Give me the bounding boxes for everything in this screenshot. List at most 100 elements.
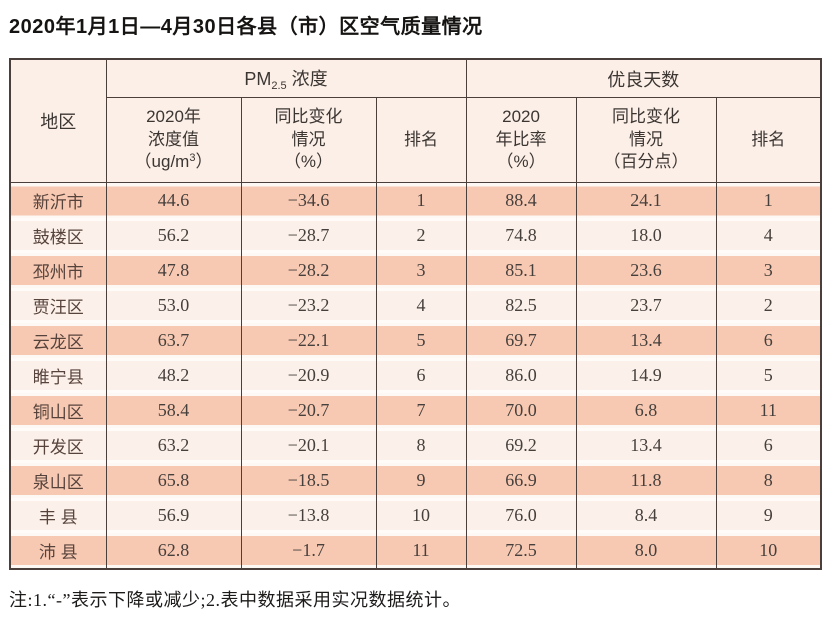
header-gd-change-line3: （百分点） bbox=[603, 152, 689, 172]
cell-gd_ratio: 69.2 bbox=[465, 428, 577, 463]
cell-region: 沛 县 bbox=[9, 533, 107, 569]
header-pm25-group: PM2.5 浓度 bbox=[105, 58, 467, 98]
cell-pm_change: −23.2 bbox=[240, 288, 377, 323]
cell-pm_rank: 10 bbox=[375, 498, 467, 533]
cell-gd_ratio: 85.1 bbox=[465, 253, 577, 288]
cell-gd_change: 13.4 bbox=[575, 428, 717, 463]
header-gd-change-line1: 同比变化 bbox=[612, 106, 681, 126]
header-pm-change-line1: 同比变化 bbox=[274, 106, 343, 126]
cell-gd_ratio: 74.8 bbox=[465, 218, 577, 253]
table-row: 贾汪区 53.0 −23.2 4 82.5 23.7 2 bbox=[9, 288, 822, 323]
cell-gd_ratio: 69.7 bbox=[465, 323, 577, 358]
header-pm-rank: 排名 bbox=[375, 97, 467, 183]
table-row: 沛 县 62.8 −1.7 11 72.5 8.0 10 bbox=[9, 533, 822, 569]
cell-gd_rank: 1 bbox=[715, 182, 822, 218]
cell-pm_change: −20.1 bbox=[240, 428, 377, 463]
header-gd-rank: 排名 bbox=[715, 97, 822, 183]
table-row: 铜山区 58.4 −20.7 7 70.0 6.8 11 bbox=[9, 393, 822, 428]
cell-gd_ratio: 76.0 bbox=[465, 498, 577, 533]
header-sub-row: 2020年 浓度值 （ug/m3） 同比变化 情况 （%） 排名 2020 年比… bbox=[10, 97, 822, 183]
table-row: 新沂市 44.6 −34.6 1 88.4 24.1 1 bbox=[9, 182, 822, 218]
table-row: 开发区 63.2 −20.1 8 69.2 13.4 6 bbox=[9, 428, 822, 463]
cell-gd_ratio: 86.0 bbox=[465, 358, 577, 393]
header-pm-value: 2020年 浓度值 （ug/m3） bbox=[105, 97, 242, 183]
cell-pm_rank: 7 bbox=[375, 393, 467, 428]
cell-pm_value: 44.6 bbox=[105, 182, 242, 218]
cell-gd_change: 13.4 bbox=[575, 323, 717, 358]
cell-pm_change: −28.7 bbox=[240, 218, 377, 253]
cell-pm_value: 65.8 bbox=[105, 463, 242, 498]
cell-gd_change: 11.8 bbox=[575, 463, 717, 498]
header-pm-change: 同比变化 情况 （%） bbox=[240, 97, 377, 183]
table-row: 丰 县 56.9 −13.8 10 76.0 8.4 9 bbox=[9, 498, 822, 533]
cell-pm_rank: 1 bbox=[375, 182, 467, 218]
cell-gd_ratio: 88.4 bbox=[465, 182, 577, 218]
pm25-label-prefix: PM bbox=[244, 69, 272, 89]
cell-pm_rank: 8 bbox=[375, 428, 467, 463]
cell-pm_rank: 11 bbox=[375, 533, 467, 569]
cell-region: 邳州市 bbox=[9, 253, 107, 288]
cell-pm_change: −20.7 bbox=[240, 393, 377, 428]
cell-gd_change: 18.0 bbox=[575, 218, 717, 253]
cell-region: 铜山区 bbox=[9, 393, 107, 428]
cell-gd_change: 14.9 bbox=[575, 358, 717, 393]
header-gd-change: 同比变化 情况 （百分点） bbox=[575, 97, 717, 183]
cell-pm_value: 62.8 bbox=[105, 533, 242, 569]
header-region: 地区 bbox=[9, 58, 107, 183]
header-good-days-group: 优良天数 bbox=[465, 58, 822, 98]
cell-region: 贾汪区 bbox=[9, 288, 107, 323]
cell-pm_value: 47.8 bbox=[105, 253, 242, 288]
table-header: 地区 PM2.5 浓度 优良天数 2020年 浓度值 （ug/m3） 同比变化 … bbox=[9, 58, 822, 183]
header-pm-change-line3: （%） bbox=[283, 152, 334, 172]
cell-pm_value: 63.2 bbox=[105, 428, 242, 463]
cell-region: 睢宁县 bbox=[9, 358, 107, 393]
cell-gd_change: 23.7 bbox=[575, 288, 717, 323]
air-quality-table: 地区 PM2.5 浓度 优良天数 2020年 浓度值 （ug/m3） 同比变化 … bbox=[9, 58, 823, 570]
cell-region: 新沂市 bbox=[9, 182, 107, 218]
cell-gd_change: 8.0 bbox=[575, 533, 717, 569]
header-pm-value-line2: 浓度值 bbox=[148, 129, 199, 149]
cell-pm_rank: 5 bbox=[375, 323, 467, 358]
header-gd-ratio-line3: （%） bbox=[496, 152, 546, 172]
cell-region: 鼓楼区 bbox=[9, 218, 107, 253]
cell-gd_rank: 9 bbox=[715, 498, 822, 533]
cell-region: 丰 县 bbox=[9, 498, 107, 533]
header-pm-value-line1: 2020年 bbox=[146, 106, 201, 126]
cell-gd_change: 23.6 bbox=[575, 253, 717, 288]
table-row: 邳州市 47.8 −28.2 3 85.1 23.6 3 bbox=[9, 253, 822, 288]
cell-gd_rank: 4 bbox=[715, 218, 822, 253]
cell-gd_rank: 5 bbox=[715, 358, 822, 393]
footnote: 注:1.“-”表示下降或减少;2.表中数据采用实况数据统计。 bbox=[9, 590, 461, 610]
cell-gd_change: 8.4 bbox=[575, 498, 717, 533]
cell-pm_value: 56.2 bbox=[105, 218, 242, 253]
cell-gd_ratio: 82.5 bbox=[465, 288, 577, 323]
cell-gd_rank: 6 bbox=[715, 428, 822, 463]
cell-region: 开发区 bbox=[9, 428, 107, 463]
page-title: 2020年1月1日—4月30日各县（市）区空气质量情况 bbox=[9, 16, 483, 38]
cell-gd_ratio: 70.0 bbox=[465, 393, 577, 428]
header-pm-value-line3: （ug/m3） bbox=[134, 152, 213, 172]
header-pm-change-line2: 情况 bbox=[291, 129, 326, 149]
cell-gd_rank: 11 bbox=[715, 393, 822, 428]
cubic-superscript: 3 bbox=[189, 152, 196, 165]
cell-region: 泉山区 bbox=[9, 463, 107, 498]
cell-pm_value: 63.7 bbox=[105, 323, 242, 358]
cell-gd_change: 6.8 bbox=[575, 393, 717, 428]
cell-gd_rank: 10 bbox=[715, 533, 822, 569]
cell-gd_ratio: 72.5 bbox=[465, 533, 577, 569]
cell-pm_rank: 6 bbox=[375, 358, 467, 393]
cell-pm_rank: 4 bbox=[375, 288, 467, 323]
cell-pm_rank: 9 bbox=[375, 463, 467, 498]
cell-pm_change: −13.8 bbox=[240, 498, 377, 533]
cell-pm_value: 48.2 bbox=[105, 358, 242, 393]
pm25-label-suffix: 浓度 bbox=[286, 69, 328, 89]
table-row: 睢宁县 48.2 −20.9 6 86.0 14.9 5 bbox=[9, 358, 822, 393]
cell-gd_rank: 6 bbox=[715, 323, 822, 358]
table-body: 新沂市 44.6 −34.6 1 88.4 24.1 1 鼓楼区 56.2 −28.7 2 74.8 1… bbox=[9, 182, 822, 569]
header-gd-ratio-line1: 2020 bbox=[502, 106, 540, 126]
header-gd-change-line2: 情况 bbox=[629, 129, 664, 149]
cell-region: 云龙区 bbox=[9, 323, 107, 358]
cell-pm_value: 56.9 bbox=[105, 498, 242, 533]
cell-pm_rank: 2 bbox=[375, 218, 467, 253]
